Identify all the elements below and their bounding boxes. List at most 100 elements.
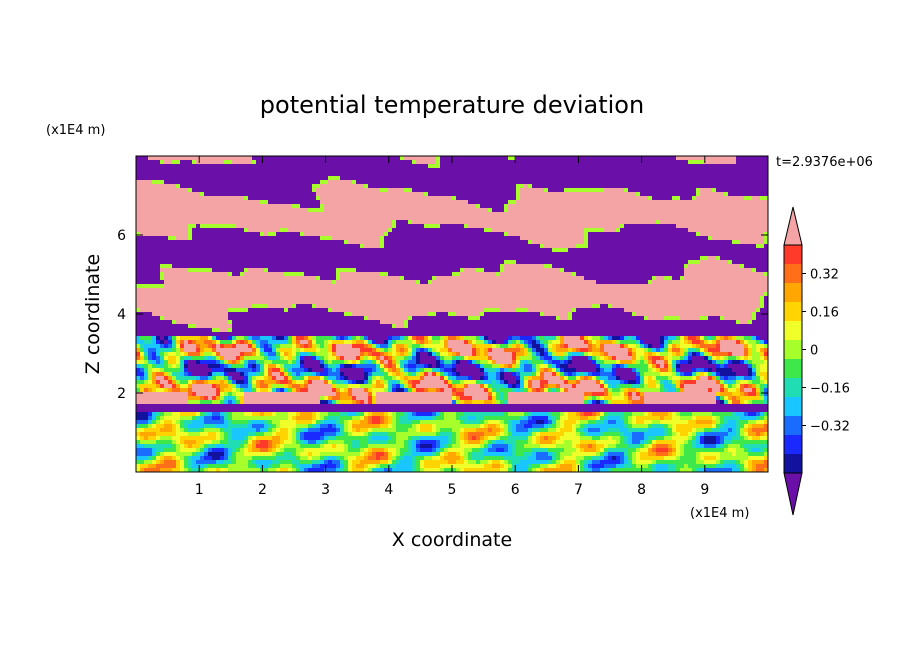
field-cell xyxy=(144,176,148,180)
field-cell xyxy=(464,232,468,236)
field-cell xyxy=(540,176,544,180)
field-cell xyxy=(320,196,324,200)
field-cell xyxy=(240,172,244,176)
field-cell xyxy=(200,280,204,284)
field-cell xyxy=(700,216,704,220)
field-cell xyxy=(732,196,736,200)
field-cell xyxy=(692,228,696,232)
field-cell xyxy=(620,228,624,232)
field-cell xyxy=(512,268,516,272)
field-cell xyxy=(668,208,672,212)
field-cell xyxy=(628,176,632,180)
field-cell xyxy=(384,192,388,196)
field-cell xyxy=(280,276,284,280)
field-cell xyxy=(692,232,696,236)
field-cell xyxy=(152,280,156,284)
field-cell xyxy=(220,216,224,220)
field-cell xyxy=(524,176,528,180)
field-cell xyxy=(468,272,472,276)
field-cell xyxy=(592,244,596,248)
field-cell xyxy=(340,236,344,240)
field-cell xyxy=(520,264,524,268)
field-cell xyxy=(364,264,368,268)
field-cell xyxy=(264,228,268,232)
field-cell xyxy=(136,244,140,248)
field-cell xyxy=(612,220,616,224)
field-cell xyxy=(608,260,612,264)
field-cell xyxy=(184,268,188,272)
field-cell xyxy=(644,188,648,192)
field-cell xyxy=(736,260,740,264)
field-cell xyxy=(356,168,360,172)
field-cell xyxy=(356,236,360,240)
field-cell xyxy=(376,232,380,236)
field-cell xyxy=(328,268,332,272)
field-cell xyxy=(260,220,264,224)
field-cell xyxy=(204,260,208,264)
field-cell xyxy=(764,196,768,200)
field-cell xyxy=(596,164,600,168)
field-cell xyxy=(252,212,256,216)
field-cell xyxy=(592,224,596,228)
field-cell xyxy=(472,208,476,212)
field-cell xyxy=(184,240,188,244)
field-cell xyxy=(220,212,224,216)
field-cell xyxy=(272,244,276,248)
field-cell xyxy=(564,220,568,224)
field-cell xyxy=(164,160,168,164)
field-cell xyxy=(756,160,760,164)
field-cell xyxy=(412,212,416,216)
field-cell xyxy=(332,236,336,240)
field-cell xyxy=(196,224,200,228)
field-cell xyxy=(484,248,488,252)
field-cell xyxy=(704,240,708,244)
field-cell xyxy=(228,164,232,168)
field-cell xyxy=(324,172,328,176)
field-cell xyxy=(668,180,672,184)
field-cell xyxy=(456,280,460,284)
field-cell xyxy=(384,164,388,168)
field-cell xyxy=(528,172,532,176)
field-cell xyxy=(556,256,560,260)
field-cell xyxy=(552,228,556,232)
field-cell xyxy=(764,224,768,228)
field-cell xyxy=(764,176,768,180)
field-cell xyxy=(280,264,284,268)
field-cell xyxy=(716,268,720,272)
field-cell xyxy=(632,200,636,204)
field-cell xyxy=(188,248,192,252)
field-cell xyxy=(192,268,196,272)
field-cell xyxy=(680,232,684,236)
field-cell xyxy=(520,184,524,188)
field-cell xyxy=(500,240,504,244)
field-cell xyxy=(296,256,300,260)
field-cell xyxy=(288,156,292,160)
field-cell xyxy=(448,232,452,236)
field-cell xyxy=(420,200,424,204)
field-cell xyxy=(468,168,472,172)
field-cell xyxy=(576,268,580,272)
field-cell xyxy=(760,252,764,256)
field-cell xyxy=(596,264,600,268)
field-cell xyxy=(432,268,436,272)
field-cell xyxy=(312,200,316,204)
field-cell xyxy=(692,164,696,168)
field-cell xyxy=(588,228,592,232)
field-cell xyxy=(716,184,720,188)
field-cell xyxy=(184,252,188,256)
field-cell xyxy=(440,216,444,220)
field-cell xyxy=(688,156,692,160)
field-cell xyxy=(164,184,168,188)
field-cell xyxy=(156,220,160,224)
field-cell xyxy=(312,224,316,228)
field-cell xyxy=(148,256,152,260)
field-cell xyxy=(740,244,744,248)
field-cell xyxy=(276,192,280,196)
field-cell xyxy=(664,268,668,272)
field-cell xyxy=(564,192,568,196)
field-cell xyxy=(348,228,352,232)
field-cell xyxy=(420,216,424,220)
field-cell xyxy=(316,204,320,208)
field-cell xyxy=(468,164,472,168)
field-cell xyxy=(392,208,396,212)
